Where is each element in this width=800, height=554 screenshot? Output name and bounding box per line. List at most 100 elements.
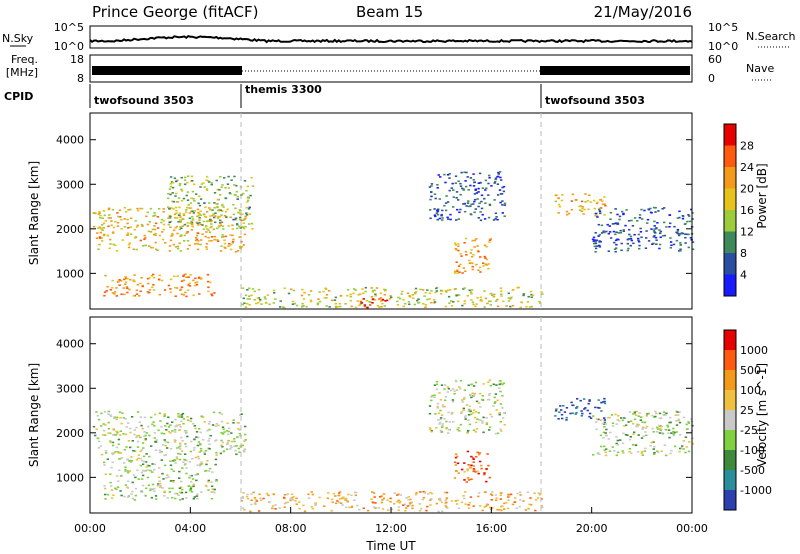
velocity-cell bbox=[207, 470, 211, 472]
power-cell bbox=[378, 306, 381, 308]
power-cell bbox=[127, 209, 130, 211]
velocity-cell bbox=[191, 478, 195, 480]
velocity-cell bbox=[118, 469, 121, 472]
velocity-cell bbox=[249, 510, 252, 513]
velocity-cell bbox=[119, 458, 122, 460]
velocity-cell bbox=[136, 411, 140, 413]
power-cell bbox=[560, 199, 564, 202]
velocity-cell bbox=[119, 490, 122, 492]
power-cell bbox=[279, 300, 282, 302]
velocity-cell bbox=[560, 413, 564, 416]
power-cell bbox=[210, 219, 213, 222]
power-cell bbox=[194, 239, 198, 242]
velocity-cell bbox=[208, 448, 211, 450]
power-cell bbox=[216, 188, 219, 191]
velocity-cell bbox=[197, 455, 200, 458]
date-title: 21/May/2016 bbox=[594, 3, 692, 21]
velocity-cell bbox=[148, 465, 151, 467]
velocity-cell bbox=[146, 469, 150, 471]
velocity-cell bbox=[171, 487, 174, 490]
power-cell bbox=[436, 184, 439, 186]
velocity-cell bbox=[285, 493, 288, 496]
velocity-cell bbox=[239, 414, 242, 416]
velocity-cell bbox=[614, 413, 617, 416]
velocity-cell bbox=[110, 489, 114, 491]
power-cell bbox=[148, 291, 151, 294]
velocity-cell bbox=[215, 451, 218, 454]
power-cell bbox=[374, 295, 377, 297]
velocity-cell bbox=[598, 453, 601, 456]
power-cell bbox=[117, 280, 120, 283]
velocity-cell bbox=[443, 405, 446, 408]
power-cell bbox=[604, 204, 607, 207]
power-cell bbox=[210, 182, 214, 184]
velocity-cell bbox=[390, 508, 394, 511]
power-cell bbox=[221, 184, 224, 186]
velocity-cell bbox=[163, 439, 166, 441]
power-cell bbox=[346, 294, 349, 297]
velocity-cell bbox=[194, 427, 197, 430]
power-cell bbox=[241, 213, 244, 215]
power-cell bbox=[371, 302, 374, 304]
power-cell bbox=[169, 183, 172, 185]
velocity-cell bbox=[485, 417, 488, 419]
velocity-cell bbox=[117, 452, 121, 454]
power-cell bbox=[219, 176, 222, 178]
velocity-cell bbox=[338, 498, 342, 500]
velocity-cell bbox=[353, 499, 356, 501]
power-cell bbox=[454, 242, 457, 244]
velocity-cell bbox=[291, 497, 294, 499]
power-cell bbox=[669, 222, 672, 225]
power-cell bbox=[194, 284, 197, 287]
power-cell bbox=[108, 214, 111, 216]
velocity-cell bbox=[445, 491, 449, 494]
velocity-cell bbox=[232, 422, 235, 424]
velocity-cell bbox=[456, 503, 459, 505]
velocity-cell bbox=[436, 407, 439, 409]
velocity-cell bbox=[606, 416, 610, 419]
velocity-cell bbox=[103, 464, 106, 466]
power-cell bbox=[668, 226, 671, 228]
power-cell bbox=[149, 207, 153, 210]
power-cell bbox=[125, 211, 128, 213]
power-cell bbox=[456, 208, 459, 211]
power-cell bbox=[499, 201, 502, 204]
velocity-cell bbox=[402, 504, 405, 506]
velocity-cell bbox=[283, 502, 287, 505]
velocity-cell bbox=[189, 417, 193, 420]
velocity-cell bbox=[451, 401, 455, 403]
power-cell bbox=[97, 213, 100, 215]
velocity-cell bbox=[485, 422, 489, 424]
power-cell bbox=[618, 218, 621, 221]
power-cell bbox=[149, 231, 153, 233]
velocity-cell bbox=[505, 501, 508, 504]
power-cell bbox=[593, 245, 596, 248]
power-cell bbox=[154, 234, 157, 237]
power-cell bbox=[189, 222, 192, 225]
power-colorbar-frame bbox=[723, 123, 737, 297]
power-cell bbox=[620, 210, 624, 213]
power-cell bbox=[619, 232, 622, 234]
power-cell bbox=[236, 250, 240, 252]
power-cell bbox=[188, 212, 192, 214]
velocity-cell bbox=[214, 463, 217, 466]
power-cell bbox=[150, 246, 153, 249]
power-cell bbox=[615, 243, 618, 246]
power-cell bbox=[437, 208, 440, 211]
power-cell bbox=[223, 177, 226, 179]
power-cell bbox=[221, 225, 225, 227]
power-cell bbox=[205, 246, 208, 248]
velocity-cell bbox=[444, 396, 447, 398]
velocity-cell bbox=[206, 460, 209, 462]
velocity-cell bbox=[185, 472, 188, 475]
power-cell bbox=[624, 224, 627, 227]
power-cell bbox=[366, 306, 369, 309]
velocity-cell bbox=[445, 420, 448, 423]
power-cell bbox=[614, 222, 618, 224]
velocity-cell bbox=[461, 468, 464, 471]
velocity-cell bbox=[465, 404, 469, 406]
power-cell bbox=[637, 240, 641, 243]
freq-panel-frame bbox=[89, 54, 693, 83]
velocity-cell bbox=[116, 475, 119, 477]
